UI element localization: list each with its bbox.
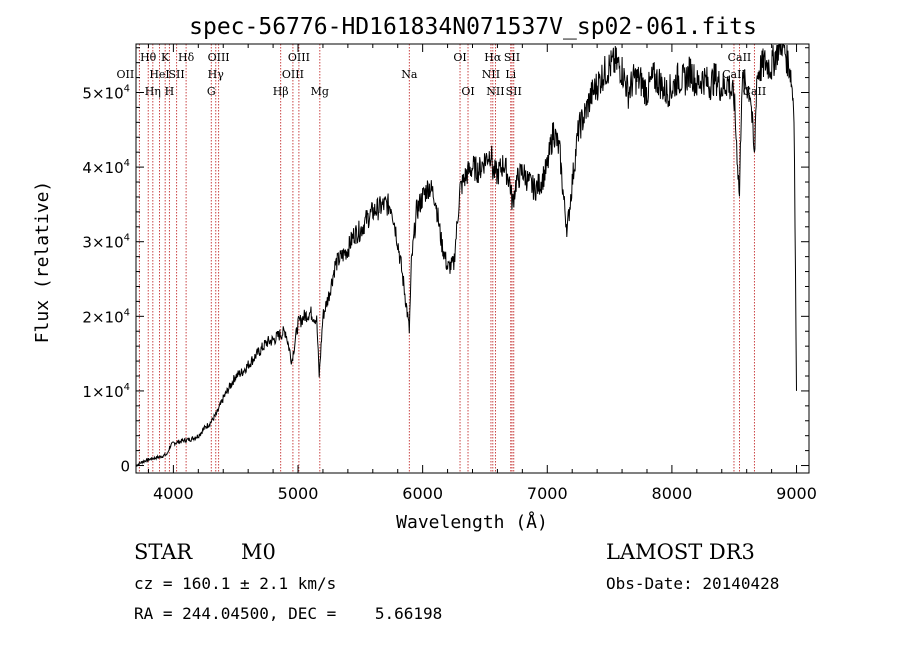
coordinates: RA = 244.04500, DEC = 5.66198	[134, 604, 443, 623]
x-tick-label: 7000	[527, 484, 568, 503]
y-tick-label: 1×104	[82, 382, 130, 401]
line-label: SII	[169, 68, 185, 81]
x-tick-label: 5000	[278, 484, 319, 503]
line-label: OIII	[282, 68, 304, 81]
observation-date: Obs-Date: 20140428	[606, 574, 780, 593]
line-label: NII	[486, 85, 504, 98]
spectral-subclass: M0	[241, 540, 276, 564]
line-label: K	[161, 51, 170, 64]
y-tick-label: 4×104	[82, 158, 130, 177]
line-labels: OII Hθ Hη HeI K H SII Hδ G Hγ OIII Hβ OIII OIII Mg Na OI…	[117, 51, 767, 98]
plot-frame	[135, 43, 810, 474]
line-label: SII	[506, 85, 522, 98]
line-label: Mg	[311, 85, 329, 98]
object-type: STAR	[134, 540, 193, 564]
survey-name: LAMOST DR3	[606, 540, 755, 564]
x-axis: 4000 5000 6000 7000 8000 9000	[147, 44, 817, 503]
line-label: H	[165, 85, 175, 98]
line-label: Li	[505, 68, 516, 81]
x-tick-label: 9000	[776, 484, 817, 503]
y-tick-label: 2×104	[82, 307, 130, 326]
y-tick-label: 5×104	[82, 83, 130, 102]
line-label: Hγ	[208, 68, 225, 81]
line-label: OIII	[288, 51, 310, 64]
redshift-velocity: cz = 160.1 ± 2.1 km/s	[134, 574, 337, 593]
line-markers	[138, 44, 755, 473]
x-tick-label: 4000	[153, 484, 194, 503]
x-axis-label: Wavelength (Å)	[396, 511, 548, 533]
x-tick-label: 8000	[652, 484, 693, 503]
line-label: Na	[401, 68, 418, 81]
line-label: HeI	[149, 68, 169, 81]
x-tick-label: 6000	[402, 484, 443, 503]
spectrum-line	[135, 44, 797, 467]
y-tick-label: 0	[120, 458, 130, 476]
chart-title: spec-56776-HD161834N071537V_sp02-061.fit…	[189, 14, 757, 40]
y-axis-label: Flux (relative)	[32, 181, 53, 344]
line-label: OI	[461, 85, 474, 98]
line-label: OII	[117, 68, 135, 81]
line-label: Hα	[484, 51, 502, 64]
y-axis: 0 1×104 2×104 3×104 4×104 5×104	[82, 47, 809, 476]
line-label: G	[207, 85, 216, 98]
line-label: NII	[482, 68, 500, 81]
line-label: Hθ	[140, 51, 157, 64]
line-label: CaII	[728, 51, 752, 64]
y-tick-label: 3×104	[82, 233, 130, 252]
line-label: OIII	[208, 51, 230, 64]
line-label: Hη	[145, 85, 161, 98]
spectrum-chart: spec-56776-HD161834N071537V_sp02-061.fit…	[32, 14, 817, 533]
line-label: OI	[453, 51, 466, 64]
line-label: SII	[504, 51, 520, 64]
line-label: Hβ	[273, 85, 289, 98]
line-label: Hδ	[178, 51, 195, 64]
